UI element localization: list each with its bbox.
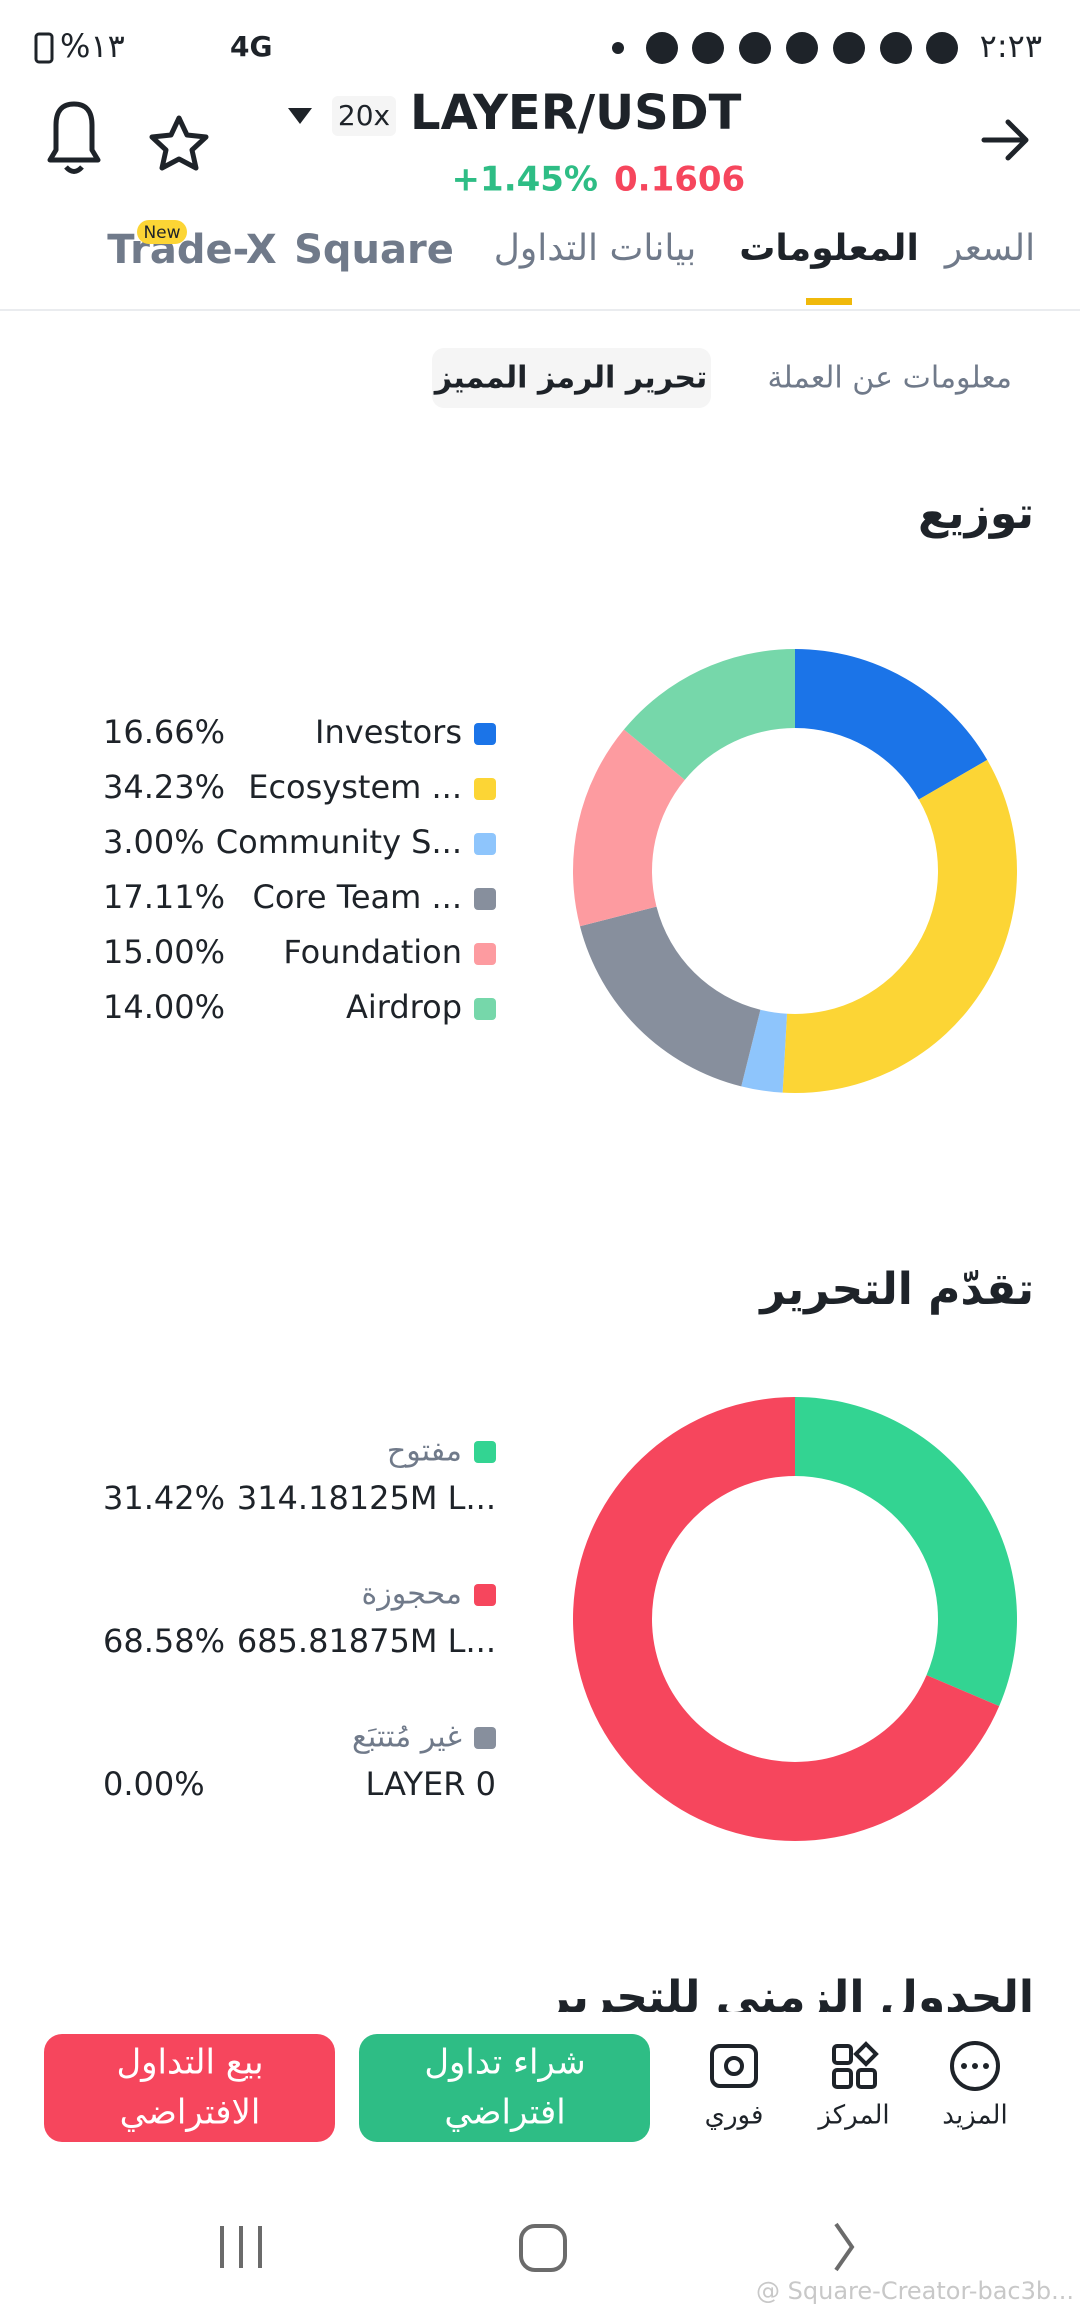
legend-label: محجوزة	[361, 1577, 462, 1612]
action-label[interactable]: فوري	[705, 2101, 764, 2131]
legend-swatch	[474, 1584, 496, 1606]
sub-tab[interactable]: معلومات عن العملة	[767, 361, 1012, 396]
legend-label: مفتوح	[387, 1434, 462, 1469]
legend-swatch	[474, 1441, 496, 1463]
header: 20x LAYER/USDT +1.45% 0.1606	[47, 85, 1029, 200]
recents-button[interactable]	[220, 2226, 262, 2268]
legend-swatch	[474, 998, 496, 1020]
section-title: تقدّم التحرير	[758, 1264, 1034, 1315]
legend-value: 16.66%	[103, 713, 225, 751]
bottom-bar: بيع التداول الافتراضي شراء تداول افتراضي…	[0, 2012, 1080, 2316]
tab-divider	[0, 309, 1080, 311]
sell-label: الافتراضي	[120, 2093, 261, 2133]
legend-value: 31.42%	[103, 1479, 225, 1517]
clock: ٢:٢٣	[980, 27, 1042, 65]
status-bar: %١٣ 4G ٢:٢٣	[34, 27, 1042, 65]
battery-icon	[34, 32, 54, 64]
tab[interactable]: المعلومات	[739, 228, 919, 269]
legend-label: Community S...	[216, 823, 462, 861]
back-button[interactable]	[834, 2222, 855, 2272]
instant-icon[interactable]	[710, 2044, 758, 2088]
donut-slice	[579, 906, 761, 1087]
dropdown-arrow[interactable]	[288, 108, 312, 124]
tab[interactable]: Square	[294, 227, 454, 273]
legend-value: 14.00%	[103, 988, 225, 1026]
leverage: 20x	[338, 99, 390, 132]
tab-indicator	[806, 298, 852, 305]
legend-label: Core Team ...	[253, 878, 463, 916]
donut-slice	[573, 729, 685, 927]
sub-tab-pill	[432, 348, 711, 408]
price: 0.1606	[614, 160, 745, 200]
legend-swatch	[474, 888, 496, 910]
donut-slice	[795, 649, 988, 800]
legend-amount: 685.81875M L...	[237, 1622, 496, 1660]
legend-label: Airdrop	[346, 988, 462, 1026]
action-label[interactable]: المركز	[816, 2101, 889, 2131]
tab[interactable]: بيانات التداول	[494, 228, 696, 269]
donut-slice	[782, 759, 1017, 1093]
tab-bar: السعر المعلومات بيانات التداول Square Tr…	[0, 220, 1080, 311]
legend-amount: LAYER 0	[366, 1765, 497, 1803]
home-button[interactable]	[519, 2224, 567, 2272]
price-change: +1.45%	[452, 160, 598, 200]
tab[interactable]: السعر	[943, 228, 1035, 269]
legend-swatch	[474, 943, 496, 965]
pair-name[interactable]: LAYER/USDT	[410, 85, 742, 141]
donut-slice	[623, 649, 795, 780]
notification-icons	[612, 32, 958, 64]
donut-slice	[741, 1009, 788, 1093]
tab[interactable]: Trade-X	[107, 227, 277, 273]
legend-amount: 314.18125M L...	[237, 1479, 496, 1517]
sell-button[interactable]	[44, 2034, 335, 2142]
legend-swatch	[474, 723, 496, 745]
legend-label: Foundation	[283, 933, 462, 971]
forward-arrow[interactable]	[981, 119, 1029, 161]
legend-value: 0.00%	[103, 1765, 205, 1803]
action-label[interactable]: المزيد	[942, 2101, 1007, 2131]
legend-swatch	[474, 1727, 496, 1749]
buy-button[interactable]	[359, 2034, 650, 2142]
donut-slice	[795, 1397, 1017, 1707]
section-title: توزيع	[918, 488, 1034, 539]
more-icon[interactable]	[950, 2041, 1000, 2091]
sub-tabs: معلومات عن العملة تحرير الرمز المميز	[432, 348, 1012, 408]
legend-label: Ecosystem ...	[248, 768, 462, 806]
charts: Investors 16.66% Ecosystem ... 34.23% Commun…	[103, 649, 1017, 1841]
donut-slice	[573, 1397, 1000, 1841]
system-nav	[220, 2222, 855, 2272]
network-type: 4G	[230, 30, 272, 63]
watermark: @ Square-Creator-bac3b...	[756, 2277, 1074, 2305]
legend-value: 68.58%	[103, 1622, 225, 1660]
legend-label: غير مُتتبَع	[352, 1720, 462, 1755]
legend-value: 3.00%	[103, 823, 205, 861]
new-badge	[137, 220, 187, 244]
legend-value: 17.11%	[103, 878, 225, 916]
position-icon[interactable]	[832, 2041, 879, 2089]
new-badge-label: New	[143, 223, 180, 243]
legend-swatch	[474, 833, 496, 855]
buy-label: افتراضي	[444, 2093, 565, 2133]
battery-level: %١٣	[60, 27, 125, 65]
bell-icon[interactable]	[47, 101, 101, 174]
sub-tab[interactable]: تحرير الرمز المميز	[433, 361, 708, 396]
legend-value: 15.00%	[103, 933, 225, 971]
sell-label: بيع التداول	[116, 2043, 263, 2083]
legend-value: 34.23%	[103, 768, 225, 806]
leverage-badge	[332, 96, 396, 136]
legend-label: Investors	[315, 713, 462, 751]
buy-label: شراء تداول	[424, 2043, 585, 2083]
star-icon[interactable]	[149, 115, 209, 171]
legend-swatch	[474, 778, 496, 800]
